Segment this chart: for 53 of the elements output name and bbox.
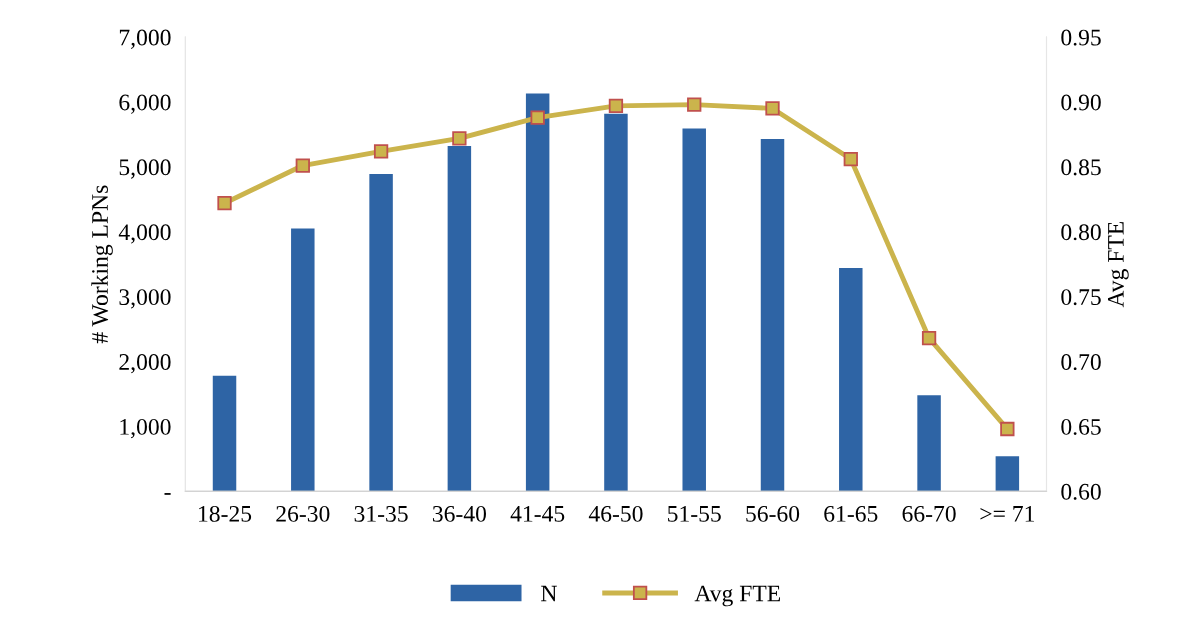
bar (525, 93, 550, 492)
point (765, 101, 780, 116)
y-tick-label: 6,000 (119, 94, 171, 114)
y-axis-title: # Working LPNs (91, 185, 113, 344)
bar (604, 113, 628, 492)
x-tick-label: 46-50 (588, 505, 643, 522)
bar (917, 395, 941, 492)
point (452, 131, 467, 146)
x-tick-label: 61-65 (824, 505, 878, 522)
point (843, 151, 858, 167)
y-tick-label: 4,000 (118, 224, 171, 244)
x-tick-label: >= 71 (980, 506, 1035, 522)
y2-tick-label: 0.95 (1061, 29, 1101, 46)
point (1000, 421, 1015, 437)
y2-tick-label: 0.65 (1061, 418, 1101, 435)
y-tick-label: 1,000 (120, 418, 171, 439)
point (373, 144, 389, 159)
point (295, 158, 310, 173)
bar (291, 228, 315, 492)
bar (839, 268, 863, 492)
y2-tick-label: 0.60 (1061, 483, 1101, 500)
x-tick-label: 51-55 (668, 506, 721, 522)
y-tick-label: 2,000 (119, 354, 171, 374)
y2-tick-label: 0.75 (1061, 289, 1101, 306)
point (921, 331, 937, 346)
y2-tick-label: 0.85 (1061, 159, 1101, 176)
x-tick-label: 66-70 (902, 505, 956, 522)
y-tick-label: 7,000 (119, 29, 171, 49)
legend-label: Avg FTE (694, 585, 781, 607)
bar (369, 174, 393, 492)
point (530, 110, 545, 125)
y2-tick-label: 0.90 (1061, 94, 1101, 111)
bar (760, 138, 785, 492)
y-tick-label: 5,000 (119, 159, 171, 179)
y2-axis-title: Avg FTE (1107, 221, 1129, 308)
y-tick-label: 3,000 (119, 289, 171, 309)
x-tick-label: 36-40 (432, 505, 487, 522)
point (687, 97, 702, 112)
legend-label: N (541, 585, 557, 602)
bar (995, 456, 1020, 492)
x-tick-label: 31-35 (354, 505, 408, 522)
x-tick-label: 18-25 (199, 505, 252, 522)
point (608, 98, 624, 114)
y-tick-label: - (164, 493, 171, 495)
y2-tick-label: 0.70 (1061, 354, 1101, 371)
x-tick-label: 26-30 (276, 505, 330, 522)
x-tick-label: 41-45 (510, 506, 565, 522)
bar (212, 375, 237, 492)
bar (447, 146, 472, 492)
y2-tick-label: 0.80 (1061, 224, 1101, 241)
point (217, 196, 232, 211)
x-tick-label: 56-60 (746, 505, 800, 522)
bar (682, 128, 706, 492)
